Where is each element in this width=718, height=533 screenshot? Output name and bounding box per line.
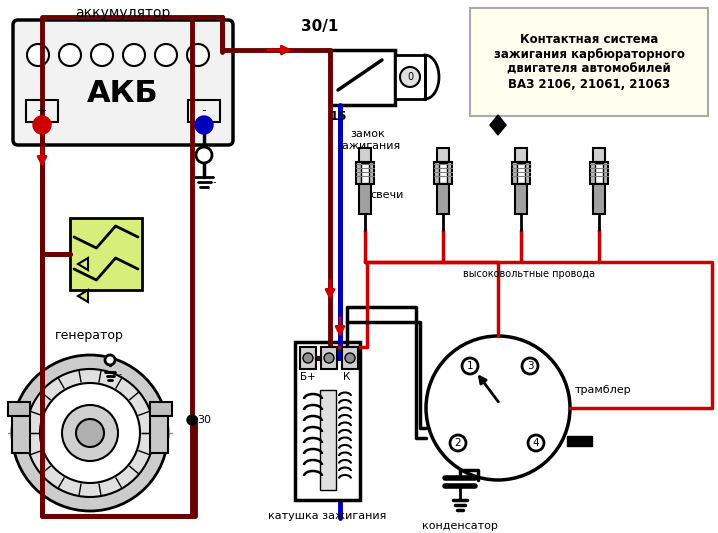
Bar bbox=[295, 342, 360, 500]
Text: -: - bbox=[202, 104, 206, 117]
Circle shape bbox=[105, 355, 115, 365]
Text: 30/1: 30/1 bbox=[302, 20, 339, 35]
Bar bbox=[330, 50, 395, 105]
Bar bbox=[395, 55, 425, 99]
Bar bbox=[12, 415, 30, 453]
Bar bbox=[70, 218, 142, 290]
Bar bbox=[590, 162, 608, 184]
Circle shape bbox=[450, 435, 466, 451]
Text: АКБ: АКБ bbox=[87, 78, 159, 108]
Bar bbox=[300, 347, 316, 369]
Circle shape bbox=[59, 44, 81, 66]
Bar bbox=[359, 184, 371, 214]
Text: высоковольтные провода: высоковольтные провода bbox=[463, 269, 595, 279]
Circle shape bbox=[187, 415, 197, 425]
Circle shape bbox=[522, 358, 538, 374]
Bar bbox=[439, 163, 447, 183]
Circle shape bbox=[195, 116, 213, 134]
Text: 30: 30 bbox=[197, 415, 211, 425]
Circle shape bbox=[12, 355, 168, 511]
Text: 4: 4 bbox=[533, 438, 539, 448]
Text: свечи: свечи bbox=[370, 190, 404, 200]
Bar bbox=[515, 184, 527, 214]
Polygon shape bbox=[78, 290, 88, 302]
Text: -: - bbox=[213, 177, 215, 187]
Bar bbox=[437, 184, 449, 214]
Bar bbox=[188, 100, 220, 122]
Bar bbox=[515, 148, 527, 162]
Bar bbox=[320, 390, 336, 490]
Bar bbox=[512, 162, 530, 184]
Circle shape bbox=[91, 44, 113, 66]
Bar bbox=[567, 436, 592, 446]
FancyBboxPatch shape bbox=[13, 20, 233, 145]
Circle shape bbox=[27, 44, 49, 66]
Text: +: + bbox=[37, 104, 47, 117]
Text: Б+: Б+ bbox=[300, 372, 316, 382]
Bar bbox=[150, 402, 172, 416]
Circle shape bbox=[155, 44, 177, 66]
Text: 3: 3 bbox=[527, 361, 533, 371]
Polygon shape bbox=[78, 258, 88, 270]
Circle shape bbox=[324, 353, 334, 363]
Circle shape bbox=[196, 147, 212, 163]
Circle shape bbox=[33, 116, 51, 134]
Bar bbox=[595, 163, 603, 183]
Bar bbox=[26, 100, 58, 122]
Text: К: К bbox=[343, 372, 350, 382]
Circle shape bbox=[26, 369, 154, 497]
Bar bbox=[434, 162, 452, 184]
Text: конденсатор: конденсатор bbox=[422, 521, 498, 531]
Circle shape bbox=[426, 336, 570, 480]
Circle shape bbox=[400, 67, 420, 87]
Circle shape bbox=[62, 405, 118, 461]
Text: 15: 15 bbox=[330, 110, 347, 124]
Circle shape bbox=[76, 419, 104, 447]
Bar bbox=[593, 184, 605, 214]
Bar bbox=[150, 415, 168, 453]
Text: замок
зажигания: замок зажигания bbox=[336, 129, 400, 151]
Text: 0: 0 bbox=[407, 72, 413, 82]
Circle shape bbox=[187, 44, 209, 66]
Circle shape bbox=[345, 353, 355, 363]
Bar bbox=[517, 163, 525, 183]
Text: Контактная система
зажигания карбюраторного
двигателя автомобилей
ВАЗ 2106, 2106: Контактная система зажигания карбюраторн… bbox=[493, 33, 684, 91]
Text: катушка зажигания: катушка зажигания bbox=[269, 511, 387, 521]
Bar bbox=[593, 148, 605, 162]
Bar bbox=[8, 402, 30, 416]
Bar bbox=[321, 347, 337, 369]
Circle shape bbox=[40, 383, 140, 483]
Text: -: - bbox=[118, 370, 121, 379]
Text: 1: 1 bbox=[467, 361, 473, 371]
Text: аккумулятор: аккумулятор bbox=[75, 6, 171, 20]
Circle shape bbox=[462, 358, 478, 374]
Bar bbox=[342, 347, 358, 369]
Text: 2: 2 bbox=[454, 438, 461, 448]
Bar bbox=[470, 8, 708, 116]
Circle shape bbox=[528, 435, 544, 451]
Text: генератор: генератор bbox=[55, 328, 124, 342]
Circle shape bbox=[123, 44, 145, 66]
Bar bbox=[359, 148, 371, 162]
Bar bbox=[356, 162, 374, 184]
Text: трамблер: трамблер bbox=[575, 385, 632, 395]
Bar bbox=[361, 163, 369, 183]
Circle shape bbox=[303, 353, 313, 363]
Polygon shape bbox=[490, 115, 506, 135]
Bar bbox=[437, 148, 449, 162]
